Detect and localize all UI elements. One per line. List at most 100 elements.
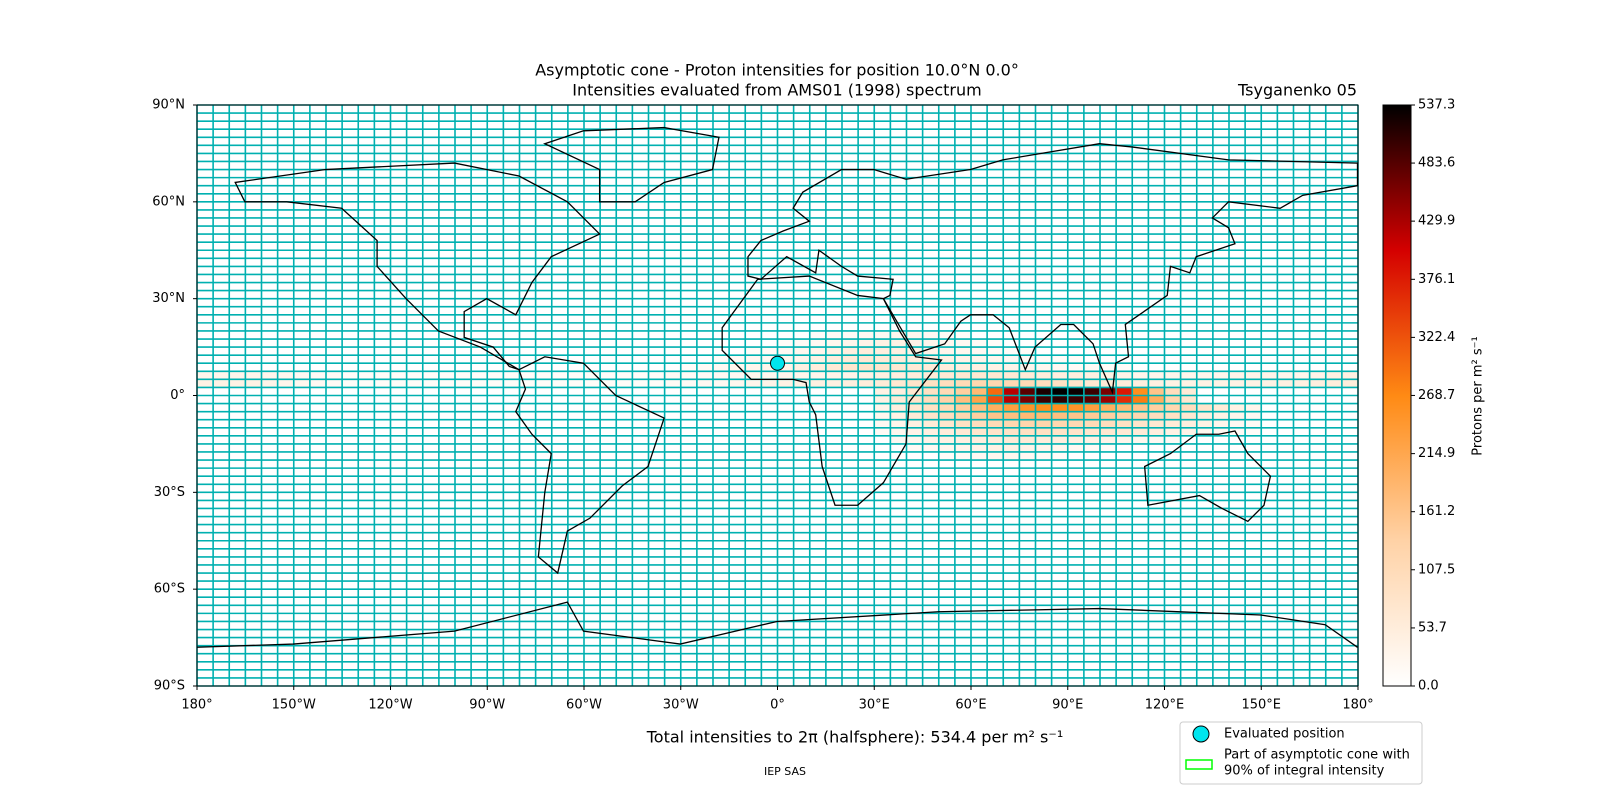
- cell: [906, 379, 923, 388]
- cell: [1051, 411, 1068, 420]
- cell: [761, 355, 778, 364]
- cell: [954, 363, 971, 372]
- cell: [261, 379, 278, 388]
- cell: [1003, 371, 1020, 380]
- cell: [809, 355, 826, 364]
- cell: [954, 371, 971, 380]
- cell: [713, 363, 730, 372]
- cell: [616, 379, 633, 388]
- cell: [1132, 427, 1149, 436]
- cell: [922, 363, 939, 372]
- cell: [1196, 403, 1213, 412]
- cell: [890, 379, 907, 388]
- cell: [519, 371, 536, 380]
- cell: [197, 379, 214, 388]
- cell: [745, 355, 762, 364]
- cell: [1164, 435, 1181, 444]
- cell: [987, 411, 1004, 420]
- cell: [1003, 435, 1020, 444]
- cell: [1116, 419, 1133, 428]
- cell: [1035, 379, 1052, 388]
- cell: [938, 419, 955, 428]
- cell: [1277, 379, 1294, 388]
- cell: [987, 435, 1004, 444]
- cell: [842, 363, 859, 372]
- cell: [906, 427, 923, 436]
- cell: [293, 379, 310, 388]
- x-tick-label: 60°W: [566, 698, 602, 713]
- cell: [938, 347, 955, 356]
- cell: [761, 371, 778, 380]
- cell: [406, 371, 423, 380]
- cell: [761, 347, 778, 356]
- cell: [1116, 395, 1133, 404]
- cell: [922, 371, 939, 380]
- cell: [971, 347, 988, 356]
- cell: [1229, 411, 1246, 420]
- colorbar-tick-label: 429.9: [1418, 214, 1455, 229]
- cell: [471, 379, 488, 388]
- cell: [1083, 427, 1100, 436]
- cell: [954, 451, 971, 461]
- cell: [1180, 411, 1197, 420]
- cell: [858, 339, 875, 348]
- cell: [1164, 371, 1181, 380]
- cell: [809, 347, 826, 356]
- cell: [1067, 427, 1084, 436]
- cell: [487, 379, 504, 388]
- cell: [906, 395, 923, 404]
- cell: [1019, 363, 1036, 372]
- cell: [971, 419, 988, 428]
- legend-label: Part of asymptotic cone with: [1224, 748, 1410, 763]
- cell: [1245, 403, 1262, 412]
- cell: [1180, 419, 1197, 428]
- cell: [874, 411, 891, 420]
- cell: [745, 347, 762, 356]
- cell: [567, 371, 584, 380]
- cell: [1100, 403, 1117, 412]
- cell: [1035, 427, 1052, 436]
- cell: [874, 371, 891, 380]
- cell: [342, 371, 359, 380]
- coastlines: [197, 128, 1358, 648]
- cell: [922, 411, 939, 420]
- cell: [213, 379, 230, 388]
- colorbar-tick-label: 537.3: [1418, 98, 1455, 113]
- cell: [1051, 419, 1068, 428]
- cell: [906, 419, 923, 428]
- colorbar-tick-label: 53.7: [1418, 620, 1447, 635]
- colorbar-tick-label: 214.9: [1418, 446, 1455, 461]
- cell: [1132, 435, 1149, 444]
- cell: [906, 387, 923, 396]
- cell: [1083, 379, 1100, 388]
- cell: [729, 355, 746, 364]
- cell: [1148, 403, 1165, 412]
- cell: [906, 330, 923, 340]
- cell: [809, 371, 826, 380]
- cell: [1132, 379, 1149, 388]
- cell: [777, 371, 794, 380]
- cell: [858, 371, 875, 380]
- cell: [954, 379, 971, 388]
- cell: [1229, 403, 1246, 412]
- cell: [809, 363, 826, 372]
- cell: [890, 427, 907, 436]
- cell: [648, 371, 665, 380]
- cell: [890, 330, 907, 340]
- cell: [1245, 427, 1262, 436]
- cell: [680, 371, 697, 380]
- cell: [438, 371, 455, 380]
- cell: [971, 339, 988, 348]
- cell: [1245, 419, 1262, 428]
- cell: [842, 355, 859, 364]
- cell: [1019, 371, 1036, 380]
- cell: [1229, 427, 1246, 436]
- cell: [1196, 371, 1213, 380]
- cell: [938, 363, 955, 372]
- cell: [535, 379, 552, 388]
- cell: [906, 411, 923, 420]
- cell: [1035, 371, 1052, 380]
- cell: [1164, 395, 1181, 404]
- cell: [1083, 403, 1100, 412]
- cell: [938, 443, 955, 452]
